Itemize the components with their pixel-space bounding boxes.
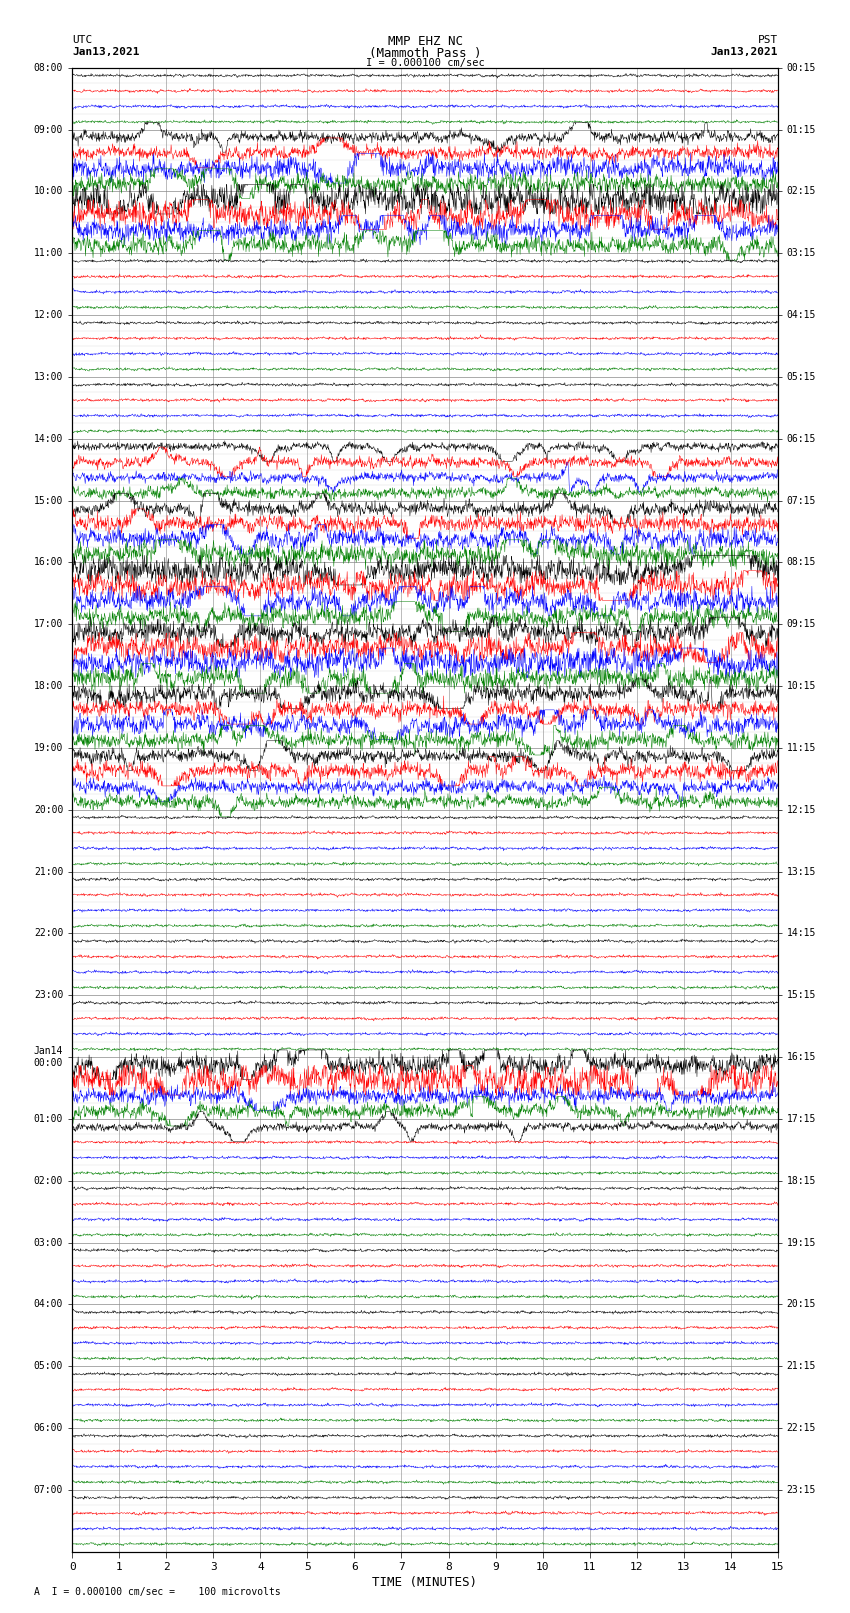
- Text: PST: PST: [757, 35, 778, 45]
- Text: MMP EHZ NC: MMP EHZ NC: [388, 35, 462, 48]
- X-axis label: TIME (MINUTES): TIME (MINUTES): [372, 1576, 478, 1589]
- Text: Jan13,2021: Jan13,2021: [72, 47, 139, 56]
- Text: I = 0.000100 cm/sec: I = 0.000100 cm/sec: [366, 58, 484, 68]
- Text: Jan13,2021: Jan13,2021: [711, 47, 778, 56]
- Text: A  I = 0.000100 cm/sec =    100 microvolts: A I = 0.000100 cm/sec = 100 microvolts: [34, 1587, 280, 1597]
- Text: UTC: UTC: [72, 35, 93, 45]
- Text: (Mammoth Pass ): (Mammoth Pass ): [369, 47, 481, 60]
